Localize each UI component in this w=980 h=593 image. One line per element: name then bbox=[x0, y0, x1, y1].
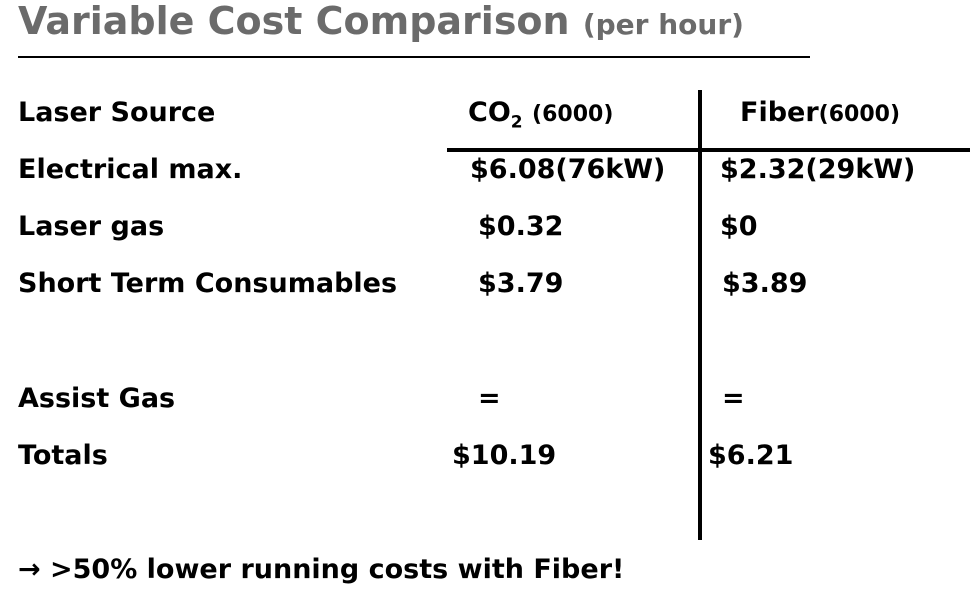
co2-subscript: 2 bbox=[510, 112, 523, 133]
column-header: Laser Source bbox=[18, 97, 216, 128]
row-label: Electrical max. bbox=[18, 154, 243, 185]
fiber-name: Fiber bbox=[740, 97, 819, 128]
fiber-value: $6.21 bbox=[708, 440, 794, 471]
column-divider bbox=[698, 90, 702, 540]
co2-value: $0.32 bbox=[478, 211, 564, 242]
title: Variable Cost Comparison (per hour) bbox=[18, 2, 744, 40]
fiber-note: (6000) bbox=[818, 102, 900, 127]
header-rule bbox=[447, 148, 970, 152]
co2-value: $6.08(76kW) bbox=[470, 154, 666, 185]
fiber-value: = bbox=[722, 383, 745, 414]
row-label: Assist Gas bbox=[18, 383, 176, 414]
row-label: Short Term Consumables bbox=[18, 268, 398, 299]
subtitle: (per hour) bbox=[582, 8, 744, 41]
co2-note: (6000) bbox=[532, 102, 614, 127]
column-header: Fiber(6000) bbox=[740, 99, 900, 126]
co2-value: $10.19 bbox=[452, 440, 557, 471]
fiber-value: $2.32(29kW) bbox=[720, 154, 916, 185]
footnote: → >50% lower running costs with Fiber! bbox=[18, 554, 625, 585]
row-label: Totals bbox=[18, 440, 108, 471]
co2-value: $3.79 bbox=[478, 268, 564, 299]
co2-name: CO bbox=[468, 97, 511, 128]
row-label: Laser gas bbox=[18, 211, 165, 242]
fiber-value: $0 bbox=[720, 211, 758, 242]
title-text: Variable Cost Comparison bbox=[18, 0, 570, 43]
co2-value: = bbox=[478, 383, 501, 414]
column-header: CO2 (6000) bbox=[468, 99, 613, 131]
title-rule bbox=[18, 56, 810, 58]
fiber-value: $3.89 bbox=[722, 268, 808, 299]
